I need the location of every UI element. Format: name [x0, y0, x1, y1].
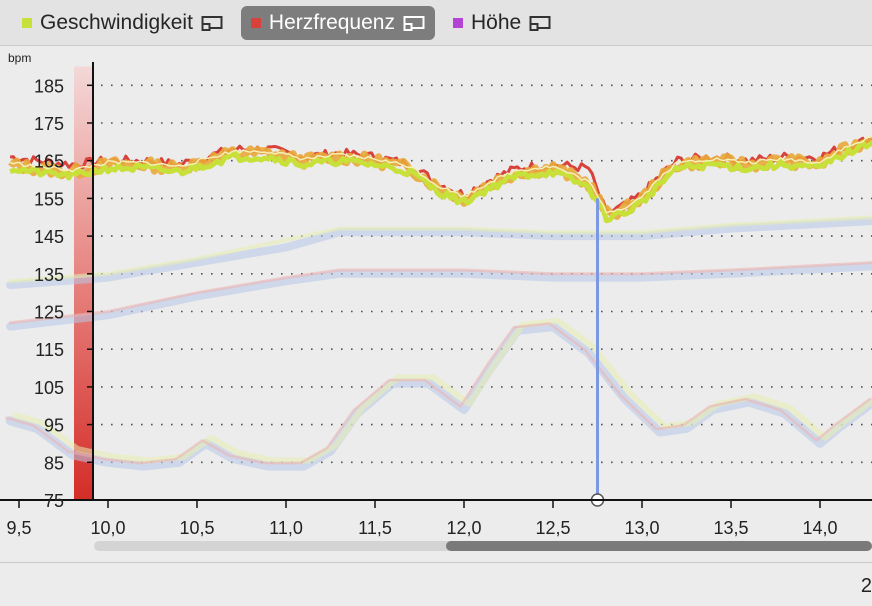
y-tick-label-185: 185	[34, 76, 64, 96]
y-tick-label-85: 85	[44, 453, 64, 473]
popout-icon[interactable]	[201, 15, 223, 31]
tab-herzfrequenz-label: Herzfrequenz	[268, 10, 395, 34]
x-tick-label-5: 12,0	[446, 518, 481, 538]
tab-geschwindigkeit[interactable]: Geschwindigkeit	[12, 6, 233, 40]
y-tick-label-75: 75	[44, 491, 64, 511]
ghost-series-blue-lower	[6, 262, 872, 331]
status-footer: 2	[0, 562, 872, 606]
footer-value: 2	[860, 575, 872, 597]
ghost-series-yellow-upper	[8, 215, 872, 284]
popout-icon[interactable]	[403, 15, 425, 31]
x-tick-label-6: 12,5	[535, 518, 570, 538]
x-tick-label-3: 11,0	[269, 518, 303, 538]
x-tick-label-9: 14,0	[802, 518, 837, 538]
x-tick-label-1: 10,0	[90, 518, 125, 538]
tab-hoehe-label: Höhe	[470, 10, 522, 34]
y-tick-label-135: 135	[34, 265, 64, 285]
y-tick-label-145: 145	[34, 227, 64, 247]
y-tick-label-165: 165	[34, 152, 64, 172]
y-tick-label-175: 175	[34, 114, 64, 134]
x-tick-label-7: 13,0	[624, 518, 659, 538]
ghost-series-red-wave	[5, 322, 872, 465]
tab-hoehe[interactable]: Höhe	[443, 6, 561, 40]
series-highlight-line	[9, 135, 872, 214]
popout-icon[interactable]	[529, 15, 551, 31]
x-tick-label-2: 10,5	[179, 518, 214, 538]
y-tick-label-125: 125	[34, 303, 64, 323]
y-axis-unit-label: bpm	[8, 51, 31, 65]
series-geschwindigkeit-line	[9, 139, 872, 224]
heart-rate-chart[interactable]: 75 85 95 105 115 125 135 145 155 165 175 185 bpm 9,5 1…	[0, 46, 872, 562]
plot-background	[0, 56, 872, 500]
hoehe-swatch	[452, 17, 463, 28]
y-tick-label-115: 115	[35, 340, 64, 360]
y-tick-label-155: 155	[34, 189, 64, 209]
ghost-series-blue-upper	[6, 217, 872, 290]
series-tab-bar: Geschwindigkeit Herzfrequenz Höhe	[0, 0, 872, 46]
series-orange-band	[8, 136, 872, 220]
y-tick-label-95: 95	[44, 416, 64, 436]
tab-geschwindigkeit-label: Geschwindigkeit	[40, 10, 193, 34]
tab-herzfrequenz[interactable]: Herzfrequenz	[240, 5, 435, 40]
x-tick-label-8: 13,5	[713, 518, 748, 538]
x-tick-label-4: 11,5	[358, 518, 392, 538]
horizontal-scrollbar-thumb[interactable]	[446, 541, 872, 551]
geschwindigkeit-swatch	[22, 17, 32, 28]
ghost-series-red-lower	[8, 261, 872, 325]
y-tick-label-105: 105	[34, 378, 64, 398]
herzfrequenz-swatch	[250, 17, 261, 28]
x-tick-label-0: 9,5	[6, 518, 31, 538]
